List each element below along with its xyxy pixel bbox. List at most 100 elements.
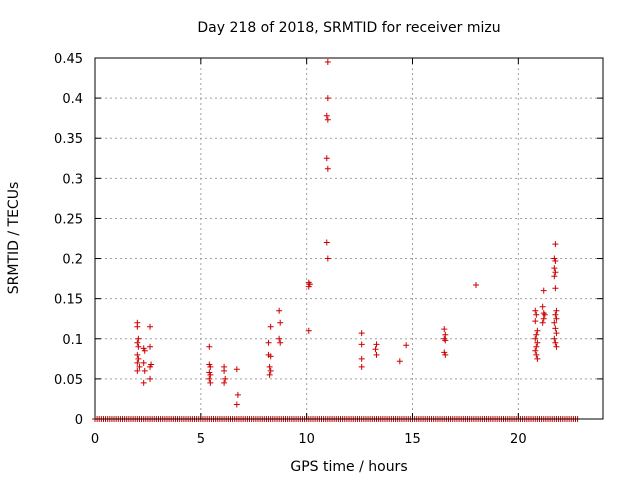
y-tick-label: 0.4 [62, 92, 83, 107]
data-point [277, 319, 284, 326]
data-point [533, 343, 540, 350]
data-point [403, 342, 410, 349]
data-point [324, 255, 331, 262]
data-point [473, 282, 479, 289]
data-point [358, 330, 365, 337]
data-point [234, 391, 241, 398]
x-tick-label: 5 [197, 432, 205, 447]
data-point [222, 375, 229, 382]
data-point [221, 379, 228, 386]
data-point [134, 359, 141, 366]
data-point [134, 323, 141, 330]
x-tick-label: 10 [298, 432, 315, 447]
data-point [552, 285, 559, 292]
plot-frame [94, 57, 604, 420]
data-point [441, 326, 448, 333]
data-point [551, 335, 558, 342]
data-point [372, 346, 379, 353]
data-point [442, 351, 449, 358]
data-point [552, 325, 559, 332]
data-point [323, 239, 330, 246]
data-point [135, 335, 142, 342]
data-point [267, 323, 274, 330]
y-tick-label: 0.15 [54, 293, 83, 308]
data-point [553, 307, 560, 314]
data-point [267, 367, 274, 374]
data-point [552, 269, 559, 276]
data-point [276, 307, 283, 314]
data-point [206, 375, 213, 382]
data-point [552, 241, 559, 248]
data-point [267, 353, 274, 360]
data-point [266, 363, 273, 370]
data-point [533, 331, 540, 338]
data-point [140, 359, 147, 366]
data-point [442, 337, 449, 344]
data-point [206, 343, 213, 350]
data-point [540, 315, 547, 322]
data-point [140, 379, 147, 386]
x-tick-label: 0 [91, 432, 99, 447]
y-tick-label: 0.35 [54, 132, 83, 147]
data-point [207, 379, 214, 386]
data-point [540, 287, 547, 294]
grid-layer [95, 58, 603, 419]
data-point [324, 116, 331, 123]
data-point [552, 311, 559, 318]
data-point [553, 315, 560, 322]
x-axis-label: GPS time / hours [290, 459, 407, 475]
data-point [541, 311, 548, 318]
chart-title: Day 218 of 2018, SRMTID for receiver miz… [197, 20, 500, 36]
data-point [324, 95, 331, 102]
data-point [134, 351, 141, 358]
data-point [539, 319, 546, 326]
x-tick-label: 15 [404, 432, 421, 447]
data-point [358, 355, 365, 362]
data-point [532, 307, 539, 314]
data-point [221, 367, 228, 374]
data-point [266, 371, 273, 378]
data-point [276, 335, 283, 342]
y-axis-label: SRMTID / TECUs [6, 182, 22, 295]
y-tick-label: 0.2 [62, 253, 83, 268]
data-point [534, 339, 541, 346]
data-point [265, 339, 272, 346]
data-point [147, 375, 154, 382]
data-point [551, 265, 558, 272]
y-tick-label: 0.3 [62, 172, 83, 187]
y-tick-label: 0.45 [54, 52, 83, 67]
data-point [147, 363, 154, 370]
data-point [233, 366, 240, 373]
data-point [534, 327, 541, 334]
data-point [533, 351, 540, 358]
data-point [141, 347, 148, 354]
data-point [323, 112, 330, 119]
data-point [358, 341, 365, 348]
data-point [305, 283, 312, 290]
x-tick-label: 20 [510, 432, 527, 447]
data-point [233, 401, 240, 408]
data-point [135, 355, 142, 362]
data-point [552, 339, 559, 346]
data-point [532, 335, 539, 342]
data-point [147, 323, 154, 330]
data-point [136, 363, 143, 370]
data-point [147, 343, 154, 350]
data-point [134, 339, 141, 346]
x-tick-labels: 0 5 10 15 20 [91, 432, 527, 447]
data-point [324, 165, 331, 172]
data-point [552, 257, 559, 264]
data-series [134, 59, 560, 408]
data-point [323, 155, 330, 162]
axis-ticks [94, 57, 603, 420]
data-point [324, 59, 331, 66]
data-point [135, 343, 142, 350]
data-point [532, 318, 539, 325]
data-point [277, 339, 284, 346]
data-point [551, 273, 558, 280]
data-point [533, 311, 540, 318]
data-point [551, 319, 558, 326]
y-tick-label: 0.05 [54, 373, 83, 388]
data-point [305, 327, 312, 334]
